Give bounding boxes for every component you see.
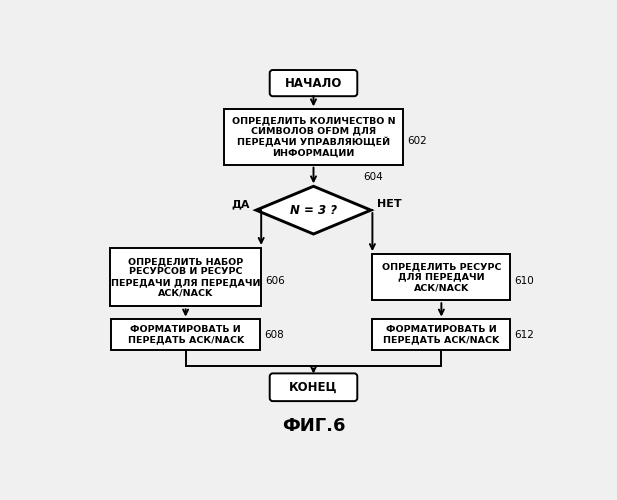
Text: ФИГ.6: ФИГ.6 [282,417,346,434]
Text: 604: 604 [363,172,383,181]
Text: 602: 602 [407,136,427,146]
Text: ОПРЕДЕЛИТЬ НАБОР
РЕСУРСОВ И РЕСУРС
ПЕРЕДАЧИ ДЛЯ ПЕРЕДАЧИ
АСК/NACK: ОПРЕДЕЛИТЬ НАБОР РЕСУРСОВ И РЕСУРС ПЕРЕД… [111,257,260,297]
FancyBboxPatch shape [270,70,357,96]
Bar [373,320,510,350]
Text: НАЧАЛО: НАЧАЛО [285,76,342,90]
Text: 606: 606 [265,276,285,286]
Text: 610: 610 [514,276,534,286]
Text: ФОРМАТИРОВАТЬ И
ПЕРЕДАТЬ АСК/NACK: ФОРМАТИРОВАТЬ И ПЕРЕДАТЬ АСК/NACK [383,325,500,344]
Text: КОНЕЦ: КОНЕЦ [289,381,337,394]
Bar [111,320,260,350]
Text: N = 3 ?: N = 3 ? [290,204,337,216]
Text: ОПРЕДЕЛИТЬ РЕСУРС
ДЛЯ ПЕРЕДАЧИ
АСК/NACK: ОПРЕДЕЛИТЬ РЕСУРС ДЛЯ ПЕРЕДАЧИ АСК/NACK [382,262,501,292]
Text: ФОРМАТИРОВАТЬ И
ПЕРЕДАТЬ АСК/NACK: ФОРМАТИРОВАТЬ И ПЕРЕДАТЬ АСК/NACK [128,325,244,344]
Text: 612: 612 [514,330,534,340]
Bar [225,110,403,164]
Text: 608: 608 [264,330,284,340]
Polygon shape [256,186,371,234]
Bar [110,248,261,306]
Text: НЕТ: НЕТ [377,199,402,209]
Text: ДА: ДА [231,199,250,209]
Bar [373,254,510,300]
Text: ОПРЕДЕЛИТЬ КОЛИЧЕСТВО N
СИМВОЛОВ OFDM ДЛЯ
ПЕРЕДАЧИ УПРАВЛЯЮЩЕЙ
ИНФОРМАЦИИ: ОПРЕДЕЛИТЬ КОЛИЧЕСТВО N СИМВОЛОВ OFDM ДЛ… [232,116,395,158]
FancyBboxPatch shape [270,374,357,401]
